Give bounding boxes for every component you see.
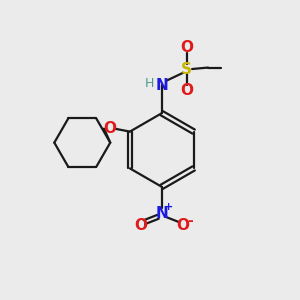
Text: O: O	[134, 218, 147, 233]
Text: +: +	[164, 202, 173, 212]
Text: O: O	[180, 40, 193, 55]
Text: S: S	[181, 61, 192, 76]
Text: O: O	[176, 218, 190, 233]
Text: H: H	[145, 77, 154, 90]
Text: O: O	[103, 121, 116, 136]
Text: -: -	[187, 214, 193, 228]
Text: O: O	[180, 83, 193, 98]
Text: N: N	[155, 206, 168, 221]
Text: N: N	[155, 78, 168, 93]
